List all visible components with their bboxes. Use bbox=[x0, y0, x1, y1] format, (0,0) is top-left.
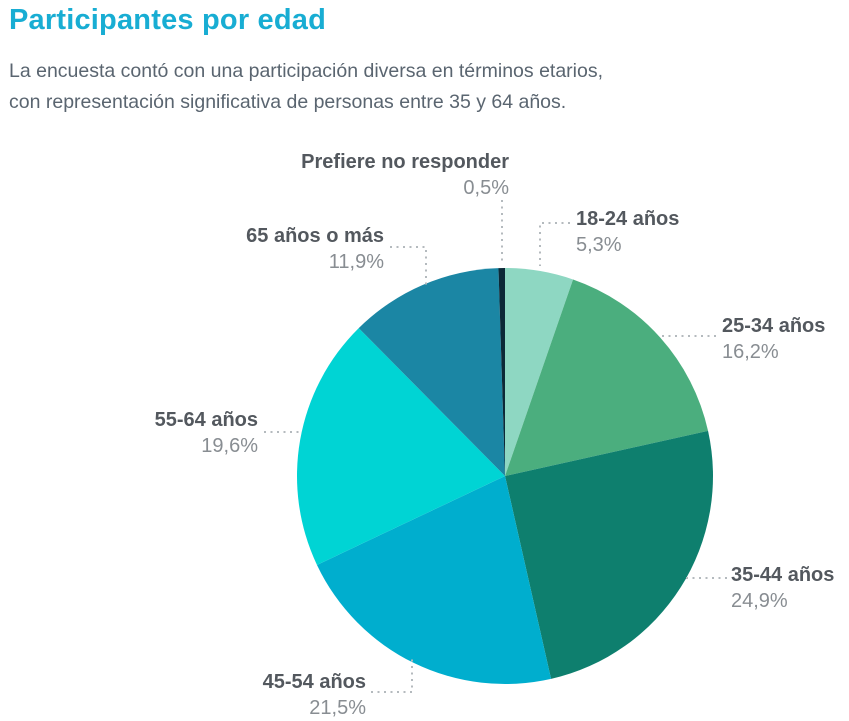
pie-slice-3 bbox=[316, 476, 552, 685]
label-45-54: 45-54 años 21,5% bbox=[263, 669, 366, 721]
label-65-category: 65 años o más bbox=[246, 225, 384, 247]
pie-slice-0 bbox=[505, 268, 574, 476]
leader-lines bbox=[264, 200, 727, 693]
label-45-54-category: 45-54 años bbox=[262, 671, 366, 693]
label-25-34-category: 25-34 años bbox=[722, 315, 826, 337]
label-prefiere-category: Prefiere no responder bbox=[301, 151, 509, 173]
label-55-64-category: 55-64 años bbox=[154, 409, 258, 431]
pie-slice-6 bbox=[498, 267, 505, 476]
label-65-o-mas: 65 años o más 11,9% bbox=[246, 223, 384, 275]
label-18-24-percent: 5,3% bbox=[576, 234, 622, 256]
pie-slice-1 bbox=[505, 279, 709, 476]
leader-line-18-24 bbox=[539, 222, 570, 266]
label-25-34-percent: 16,2% bbox=[722, 341, 779, 363]
label-prefiere-percent: 0,5% bbox=[463, 177, 509, 199]
pie-slice-2 bbox=[505, 430, 713, 679]
label-35-44: 35-44 años 24,9% bbox=[731, 562, 834, 614]
label-18-24-category: 18-24 años bbox=[576, 208, 680, 230]
pie-slice-4 bbox=[296, 328, 505, 565]
pie-slice-5 bbox=[358, 268, 505, 476]
page-title: Participantes por edad bbox=[9, 4, 327, 36]
label-55-64: 55-64 años 19,6% bbox=[155, 407, 258, 459]
label-65-percent: 11,9% bbox=[328, 251, 384, 273]
pie-slices bbox=[296, 267, 713, 685]
subtitle-line-2: con representación significativa de pers… bbox=[9, 90, 567, 113]
subtitle-line-1: La encuesta contó con una participación … bbox=[9, 60, 604, 82]
label-18-24: 18-24 años 5,3% bbox=[576, 206, 679, 258]
page-subtitle: La encuesta contó con una participación … bbox=[9, 56, 603, 117]
label-45-54-percent: 21,5% bbox=[309, 697, 366, 719]
label-35-44-percent: 24,9% bbox=[731, 590, 788, 612]
leader-line-45-54 bbox=[371, 659, 413, 693]
label-55-64-percent: 19,6% bbox=[201, 435, 258, 457]
label-35-44-category: 35-44 años bbox=[731, 564, 835, 586]
label-prefiere-no-responder: Prefiere no responder 0,5% bbox=[301, 149, 509, 201]
leader-line-65 bbox=[390, 246, 427, 287]
label-25-34: 25-34 años 16,2% bbox=[722, 313, 825, 365]
